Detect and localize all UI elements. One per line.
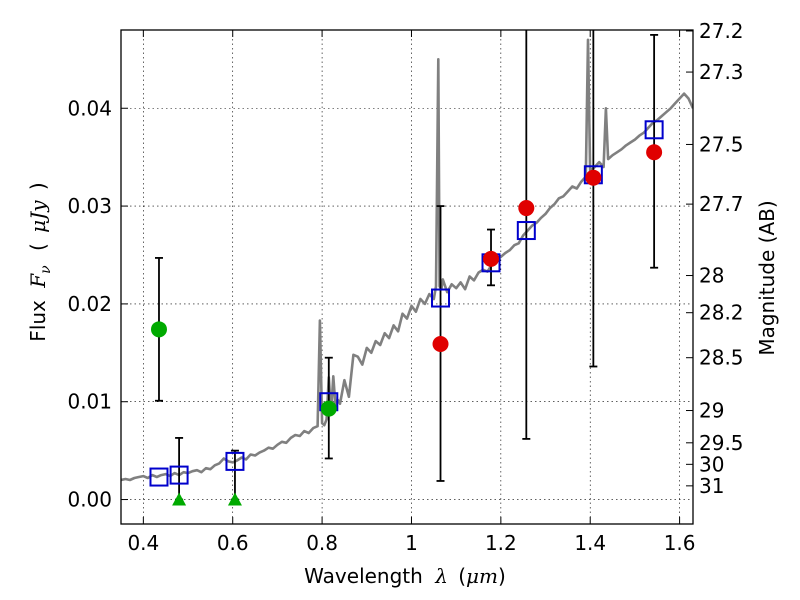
y2-tick-label: 27.2 (699, 19, 744, 43)
model-square-point (644, 120, 664, 140)
green-data-point (150, 321, 167, 338)
x-tick-label: 1 (405, 531, 418, 555)
y2-axis-label: Magnitude (AB) (755, 200, 779, 355)
x-axis-label: Wavelength λ (μm) (304, 564, 506, 588)
y2-tick-label: 27.7 (699, 192, 744, 216)
y-axis-label-unit: μJy (26, 200, 50, 233)
y-axis-label-prefix: Flux (26, 300, 50, 342)
y2-tick-label: 30 (699, 452, 724, 476)
y-tick-label: 0.01 (67, 390, 112, 414)
green-upper-limit-point (227, 492, 242, 506)
y-axis-label: Flux Fν ( μJy ) (26, 182, 55, 341)
y-tick-label: 0.03 (67, 194, 112, 218)
x-axis-label-unit: μm (466, 564, 498, 588)
green-upper-limit-point (172, 492, 187, 506)
x-tick-label: 0.8 (306, 531, 338, 555)
y-tick-label: 0.00 (67, 488, 112, 512)
y-axis-label-unit-open: ( (26, 243, 50, 251)
y2-tick-label: 28.5 (699, 346, 744, 370)
x-tick-label: 0.4 (127, 531, 159, 555)
model-square-point (169, 465, 189, 485)
ticks: 0.4 0.6 0.8 1 1.2 1.4 1.6 0.00 0.01 0.02 0.03 0.04 2… (67, 19, 743, 555)
x-axis-label-unit-close: ) (498, 564, 506, 588)
red-data-point (585, 169, 602, 186)
y-axis-label-symbol: F (26, 273, 50, 289)
x-tick-label: 1.4 (574, 531, 606, 555)
x-tick-label: 1.2 (485, 531, 517, 555)
x-tick-label: 0.6 (217, 531, 249, 555)
x-tick-label: 1.6 (664, 531, 696, 555)
y2-tick-label: 29.5 (699, 431, 744, 455)
y-tick-label: 0.04 (67, 96, 112, 120)
x-axis-label-prefix: Wavelength (304, 564, 423, 588)
model-square-point (149, 467, 169, 487)
model-square-point (225, 451, 245, 471)
red-data-point (483, 250, 500, 267)
spectrum-line (121, 38, 693, 482)
y2-tick-label: 27.3 (699, 60, 744, 84)
model-square-point (516, 221, 536, 241)
x-axis-label-unit-open: ( (458, 564, 466, 588)
red-data-point (432, 336, 449, 353)
y2-tick-label: 28.2 (699, 301, 744, 325)
y2-tick-label: 28 (699, 264, 724, 288)
y2-tick-label: 29 (699, 399, 724, 423)
y2-tick-label: 27.5 (699, 132, 744, 156)
red-data-point (518, 200, 535, 217)
model-square-point (431, 288, 451, 308)
series-layer (121, 30, 693, 506)
red-data-point (646, 144, 663, 161)
y2-tick-label: 31 (699, 474, 724, 498)
y-tick-label: 0.02 (67, 292, 112, 316)
x-axis-label-symbol: λ (434, 564, 448, 588)
plot-frame (120, 29, 694, 525)
y-axis-label-subscript: ν (38, 265, 54, 274)
green-data-point (320, 400, 337, 417)
y-axis-label-unit-close: ) (26, 182, 50, 190)
